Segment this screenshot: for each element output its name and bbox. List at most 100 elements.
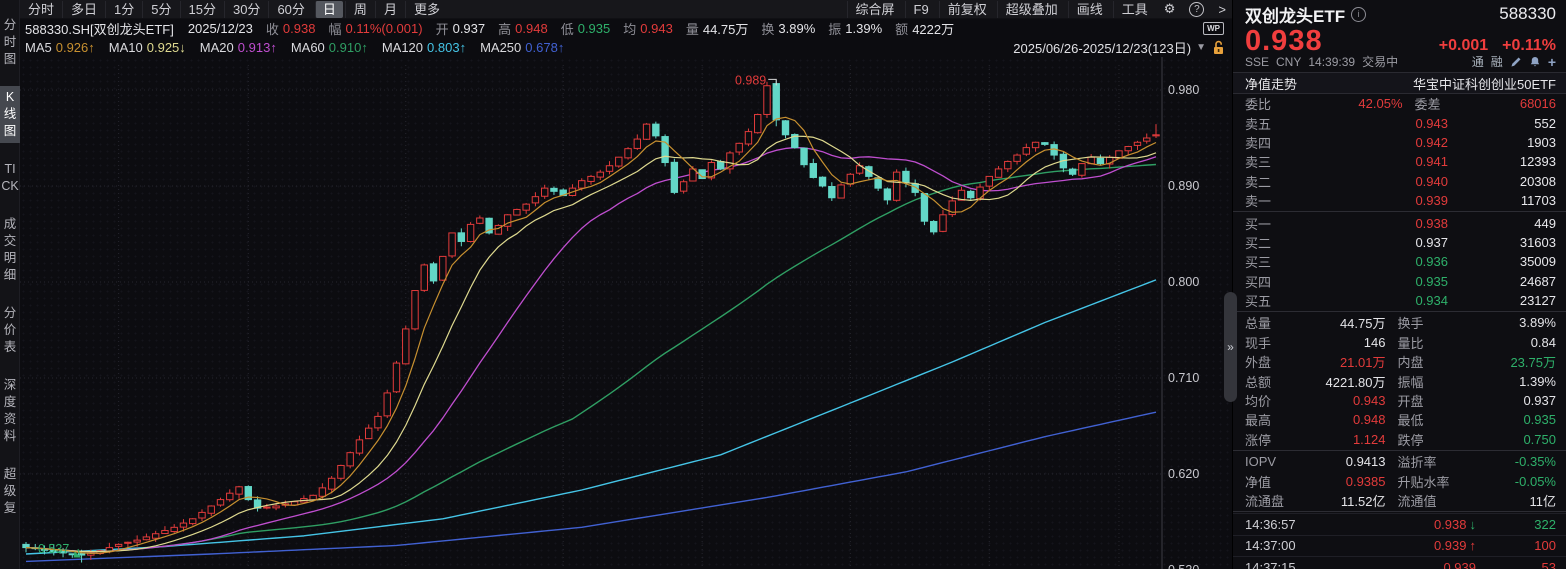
main-chart-area: 分时 多日 1分 5分 15分 30分 60分 日 周 月 更多 综合屏 F9 … xyxy=(20,0,1232,569)
nav-value-row: 净值 0.9385 升贴水率 -0.05% xyxy=(1233,471,1566,490)
info-icon[interactable]: i xyxy=(1351,6,1367,22)
stats-row-avg: 均价 0.943 开盘 0.937 xyxy=(1233,391,1566,410)
menu-qianfuquan[interactable]: 前复权 xyxy=(938,0,995,18)
field-value-chg: 0.11%(0.001) xyxy=(345,21,423,36)
sidebar-item-chengjiaomingxi[interactable]: 成交明细 xyxy=(3,217,17,282)
bell-icon[interactable] xyxy=(1529,56,1541,68)
bid-row-2[interactable]: 买二 0.937 31603 xyxy=(1233,233,1566,252)
tab-duori[interactable]: 多日 xyxy=(62,0,105,18)
amount-label: 总额 xyxy=(1245,374,1272,390)
tab-weekly[interactable]: 周 xyxy=(344,0,375,18)
date-range-text[interactable]: 2025/06/26-2025/12/23(123日) xyxy=(1013,38,1192,57)
left-sidebar: 分时图 K线图 TICK 成交明细 分价表 深度资料 超级复 xyxy=(0,0,20,569)
tab-fenshi[interactable]: 分时 xyxy=(28,1,55,17)
iopv-ticks-divider xyxy=(1233,511,1566,513)
amplitude-label: 振幅 xyxy=(1397,374,1424,390)
trading-status: 交易中 xyxy=(1362,55,1399,69)
pencil-icon[interactable] xyxy=(1510,56,1522,68)
weibi-label: 委比 xyxy=(1245,97,1272,113)
sidebar-item-fenshitu[interactable]: 分时图 xyxy=(3,18,17,66)
sidebar-item-chaojifupan[interactable]: 超级复 xyxy=(3,467,17,515)
menu-gongju[interactable]: 工具 xyxy=(1112,0,1156,18)
tab-15min[interactable]: 15分 xyxy=(179,0,224,18)
tab-60min[interactable]: 60分 xyxy=(268,0,312,18)
gear-icon[interactable]: ⚙ xyxy=(1163,1,1176,16)
kline-svg[interactable]: 0.980 0.890 0.800 0.710 0.620 0.530 0.989 0.537 xyxy=(20,57,1232,569)
sidebar-item-kline[interactable]: K线图 xyxy=(0,86,20,143)
basis-value: -0.05% xyxy=(1514,473,1556,489)
svg-text:0.537: 0.537 xyxy=(38,542,69,556)
ma5-value: 0.926 xyxy=(55,40,89,55)
ma250-legend: MA250 0.678↑ xyxy=(480,40,564,55)
tab-more[interactable]: 更多 xyxy=(404,0,448,18)
outer-vol-label: 外盘 xyxy=(1245,355,1272,371)
menu-f9[interactable]: F9 xyxy=(904,0,937,18)
menu-huaxian[interactable]: 画线 xyxy=(1067,0,1111,18)
sidebar-item-fenjiabiao[interactable]: 分价表 xyxy=(3,306,17,354)
svg-text:0.530: 0.530 xyxy=(1168,563,1199,569)
unlock-icon[interactable] xyxy=(1211,40,1226,56)
bid-row-1[interactable]: 买一 0.938 449 xyxy=(1233,213,1566,232)
open-value: 0.937 xyxy=(1523,393,1556,409)
field-value-close: 0.938 xyxy=(282,21,316,36)
add-icon[interactable]: + xyxy=(1547,53,1556,70)
badge-rong: 融 xyxy=(1490,55,1503,69)
ask-row-3[interactable]: 卖三 0.941 12393 xyxy=(1233,152,1566,171)
bid5-label: 买五 xyxy=(1245,294,1272,310)
panel-collapse-handle[interactable]: » xyxy=(1224,292,1237,402)
tool-menu: 综合屏 F9 前复权 超级叠加 画线 工具 ⚙ ? > xyxy=(846,0,1233,18)
ma5-arrow: ↑ xyxy=(88,40,95,55)
chevron-down-icon[interactable]: ▼ xyxy=(1196,42,1206,53)
bid-row-3[interactable]: 买三 0.936 35009 xyxy=(1233,252,1566,271)
ask2-price: 0.940 xyxy=(1415,173,1448,189)
ask-row-5[interactable]: 卖五 0.943 552 xyxy=(1233,113,1566,132)
bid3-label: 买三 xyxy=(1245,255,1272,271)
premium-label: 溢折率 xyxy=(1397,455,1437,471)
field-value-high: 0.948 xyxy=(515,21,548,36)
ma10-arrow: ↓ xyxy=(179,40,186,55)
chevron-right-icon[interactable]: > xyxy=(1218,1,1226,17)
field-label-amount: 额 xyxy=(895,22,909,37)
nav-trend-row[interactable]: 净值走势 华宝中证科创创业50ETF xyxy=(1233,72,1566,94)
tab-30min[interactable]: 30分 xyxy=(223,0,268,18)
ask3-vol: 12393 xyxy=(1519,154,1556,170)
tab-monthly[interactable]: 月 xyxy=(374,0,405,18)
low-label: 最低 xyxy=(1397,413,1424,429)
ask-row-2[interactable]: 卖二 0.940 20308 xyxy=(1233,172,1566,191)
tick-row-2: 14:37:00 0.939 ↑ 100 xyxy=(1233,534,1566,556)
total-vol-label: 总量 xyxy=(1245,316,1272,332)
tick1-price-wrap: 0.938 ↓ xyxy=(1331,517,1476,532)
exchange-label: SSE xyxy=(1245,54,1270,69)
menu-chaojidiejia[interactable]: 超级叠加 xyxy=(996,0,1066,18)
ask-row-4[interactable]: 卖四 0.942 1903 xyxy=(1233,133,1566,152)
menu-zongheping[interactable]: 综合屏 xyxy=(846,0,903,18)
bid-row-4[interactable]: 买四 0.935 24687 xyxy=(1233,272,1566,291)
symbol-label: 588330.SH[双创龙头ETF] xyxy=(25,22,174,37)
tab-1min[interactable]: 1分 xyxy=(105,0,142,18)
field-label-chg: 幅 xyxy=(328,22,342,37)
ask4-label: 卖四 xyxy=(1245,135,1272,151)
badge-tong: 通 xyxy=(1471,55,1484,69)
ask2-vol: 20308 xyxy=(1519,173,1556,189)
help-icon[interactable]: ? xyxy=(1183,1,1210,17)
ask1-price: 0.939 xyxy=(1415,193,1448,209)
ask5-label: 卖五 xyxy=(1245,116,1272,132)
kline-chart[interactable]: 0.980 0.890 0.800 0.710 0.620 0.530 0.989 0.537 xyxy=(20,57,1232,569)
ask-bid-divider xyxy=(1233,211,1566,213)
sidebar-item-tick[interactable]: TICK xyxy=(1,162,19,193)
field-value-amp: 1.39% xyxy=(845,21,883,36)
price-change-pct: +0.11% xyxy=(1502,37,1556,54)
ask-row-1[interactable]: 卖一 0.939 11703 xyxy=(1233,191,1566,210)
tab-daily[interactable]: 日 xyxy=(314,0,343,18)
wp-monitor-icon[interactable]: WP xyxy=(1203,22,1224,35)
ma20-legend: MA20 0.913↑ xyxy=(200,40,277,55)
sidebar-item-shenduziliao[interactable]: 深度资料 xyxy=(3,378,17,443)
tick1-price: 0.938 xyxy=(1433,516,1467,532)
bid4-vol: 24687 xyxy=(1519,273,1556,289)
last-price: 0.938 xyxy=(1245,25,1323,57)
weicha-value: 68016 xyxy=(1519,96,1556,112)
bid-row-5[interactable]: 买五 0.934 23127 xyxy=(1233,291,1566,310)
tick2-time: 14:37:00 xyxy=(1245,538,1296,554)
ask1-vol: 11703 xyxy=(1520,193,1556,209)
tab-5min[interactable]: 5分 xyxy=(142,0,179,18)
